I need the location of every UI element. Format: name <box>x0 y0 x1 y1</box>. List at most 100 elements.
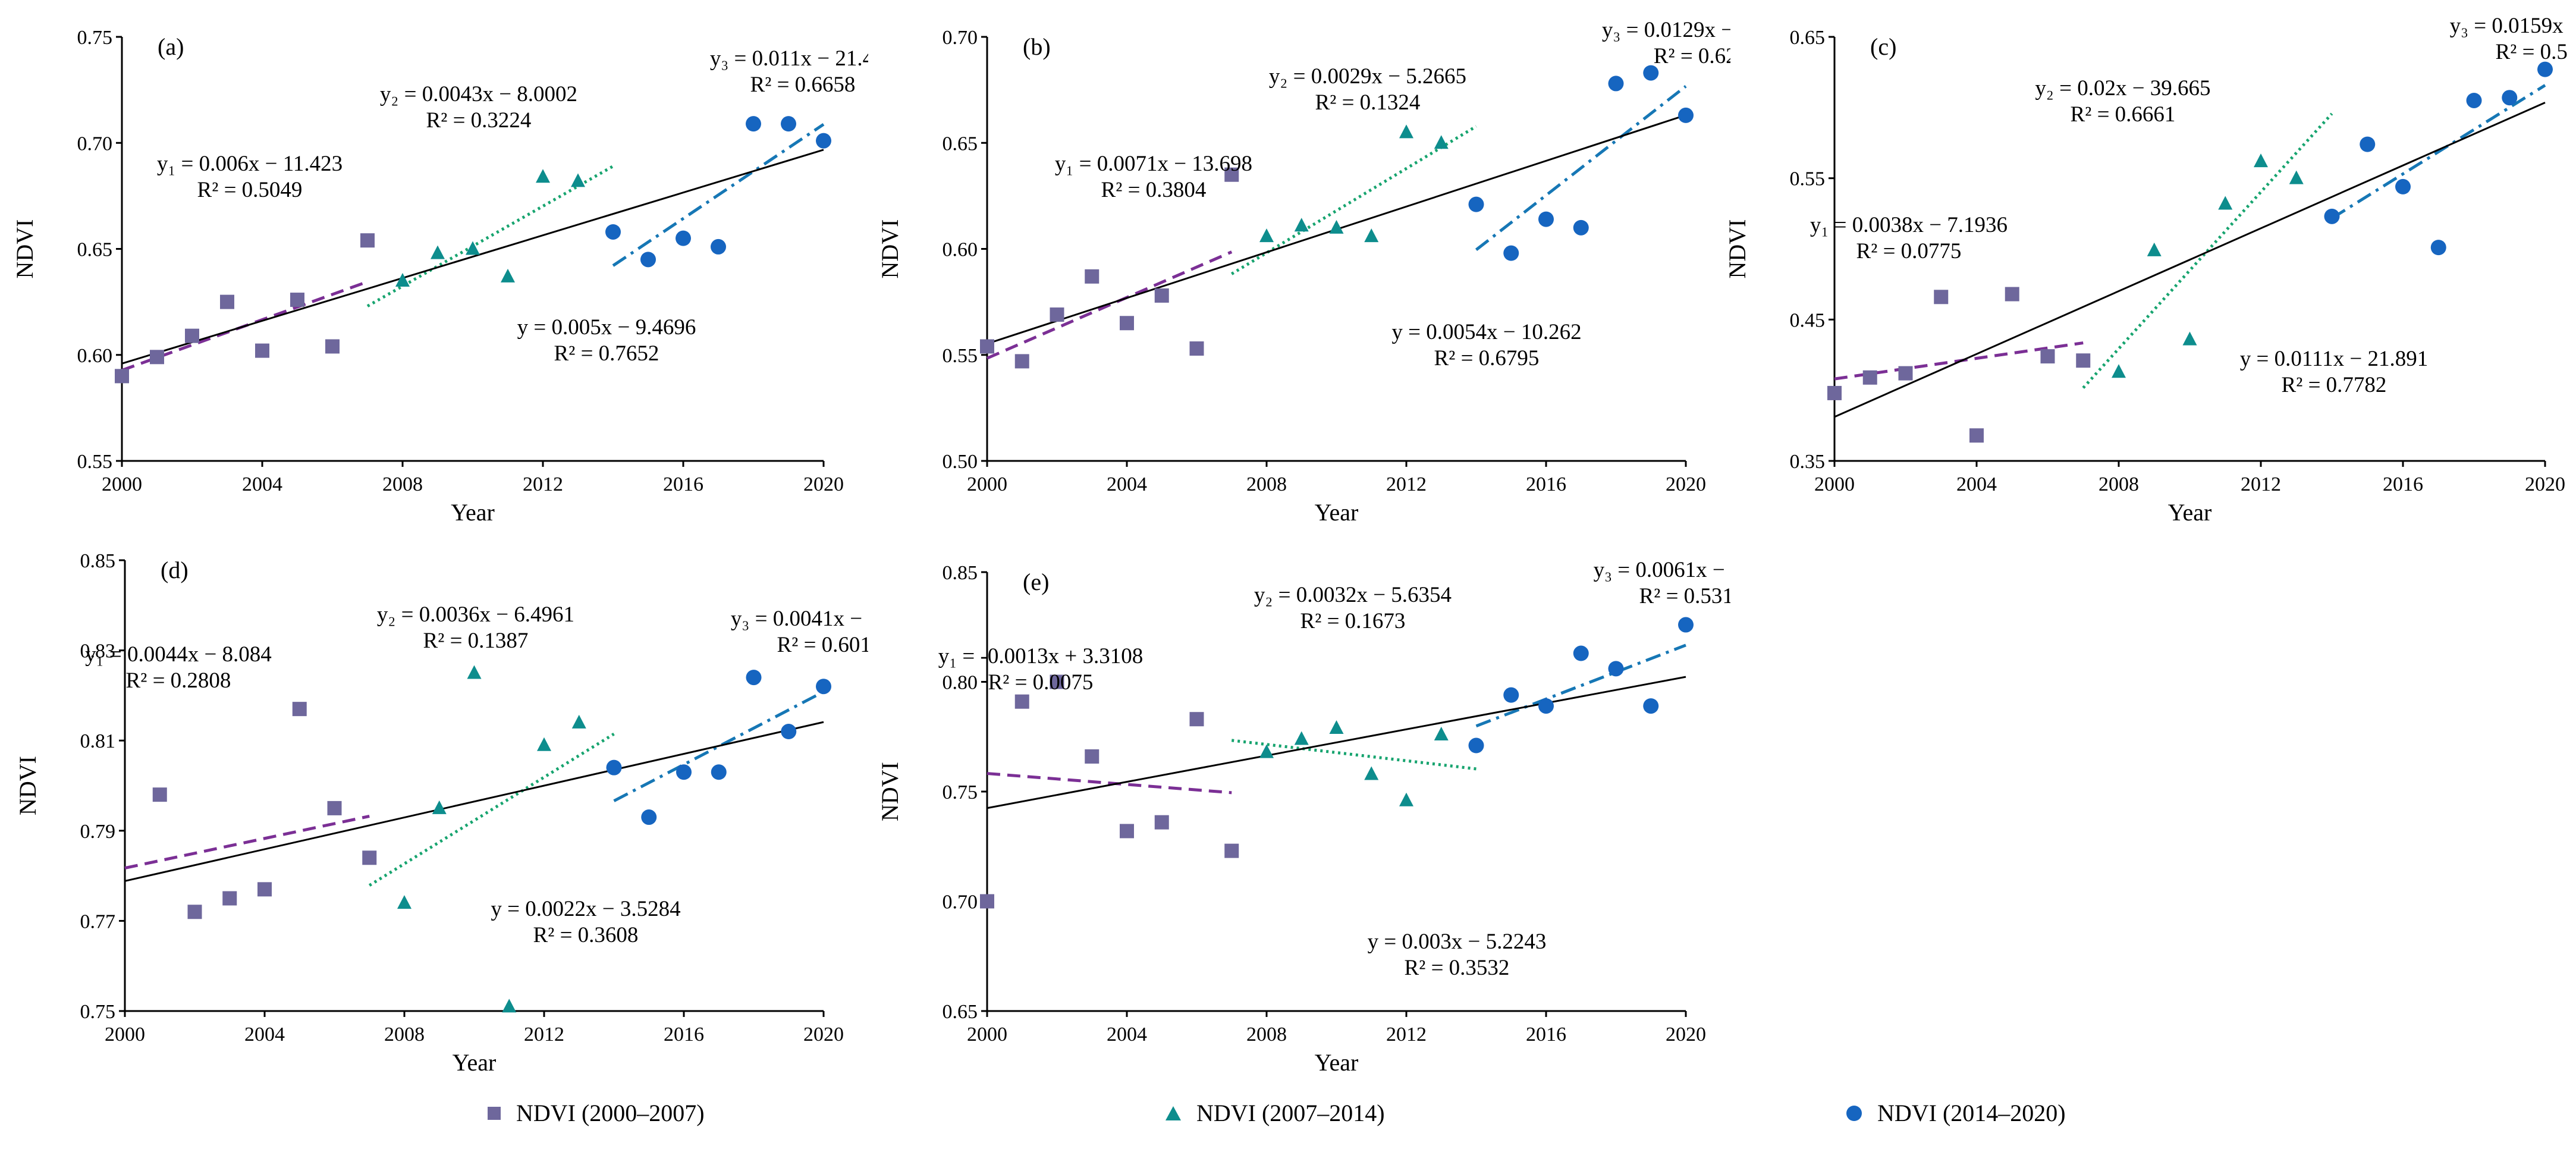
x-tick-label: 2000 <box>967 1024 1007 1046</box>
data-point-triangle <box>395 272 410 287</box>
y-tick-label: 0.75 <box>943 781 978 803</box>
fit-equation: y₃ = 0.0061x − 11.549 <box>1594 558 1730 582</box>
data-point-square <box>1934 290 1949 304</box>
x-axis-label: Year <box>451 499 495 526</box>
legend: NDVI (2000–2007) NDVI (2007–2014) NDVI (… <box>0 1099 2576 1141</box>
fit-r-squared: R² = 0.6795 <box>1434 346 1540 371</box>
data-point-square <box>1014 694 1029 709</box>
x-axis-label: Year <box>453 1049 497 1076</box>
y-tick-label: 0.70 <box>77 133 113 155</box>
data-point-triangle <box>431 245 445 259</box>
y-tick-label: 0.50 <box>943 451 978 473</box>
chart-panel-d: 0.75 0.77 0.79 0.81 0.83 0.85 2000 2004 2008 2012… <box>14 550 868 1076</box>
fit-r-squared: R² = 0.3224 <box>426 108 532 133</box>
data-point-square <box>1050 307 1064 322</box>
data-point-circle <box>640 252 656 268</box>
x-tick-label: 2020 <box>803 473 844 495</box>
y-tick-label: 0.65 <box>1790 27 1826 49</box>
data-point-square <box>1085 269 1099 284</box>
data-point-square <box>1827 385 1842 400</box>
data-point-circle <box>1608 76 1624 92</box>
fit-r-squared: R² = 0.2808 <box>126 668 231 693</box>
data-point-circle <box>1573 219 1589 236</box>
data-point-square <box>362 850 377 865</box>
data-point-square <box>360 233 375 248</box>
data-point-triangle <box>536 169 550 183</box>
data-point-triangle <box>571 714 586 729</box>
data-point-square <box>325 339 340 354</box>
fit-r-squared: R² = 0.622 <box>1654 44 1730 68</box>
x-axis-label: Year <box>2168 499 2212 526</box>
data-point-circle <box>676 764 692 780</box>
fit-r-squared: R² = 0.3532 <box>1405 956 1510 980</box>
fit-equation: y₁ = -0.0013x + 3.3108 <box>938 644 1143 668</box>
x-tick-label: 2004 <box>244 1024 285 1046</box>
data-point-circle <box>2324 208 2340 224</box>
y-tick-label: 0.55 <box>77 451 113 473</box>
data-point-square <box>1154 288 1169 303</box>
data-point-square <box>1189 341 1204 356</box>
data-point-square <box>115 369 129 384</box>
y-tick-label: 0.60 <box>943 239 978 261</box>
square-marker-icon <box>488 1106 501 1120</box>
fit-equation: y₁ = 0.0071x − 13.698 <box>1055 152 1252 176</box>
panel-label: (d) <box>161 557 189 583</box>
data-point-square <box>2005 287 2019 302</box>
fit-equation: y₁ = 0.0038x − 7.1936 <box>1810 213 2008 237</box>
fit-equation: y = 0.0054x − 10.262 <box>1391 320 1581 344</box>
data-point-triangle <box>1329 219 1344 234</box>
data-point-circle <box>746 116 761 132</box>
chart-panel-e: 0.65 0.70 0.75 0.80 0.85 2000 2004 2008 2012 2016… <box>877 558 1730 1076</box>
x-tick-label: 2008 <box>1246 1024 1287 1046</box>
data-point-triangle <box>1364 228 1379 243</box>
data-point-square <box>1120 316 1134 331</box>
fit-equation: y = 0.005x − 9.4696 <box>517 315 696 340</box>
fit-equation: y₃ = 0.0041x − 7.4237 <box>731 607 868 631</box>
y-tick-label: 0.60 <box>77 345 113 367</box>
data-point-circle <box>2430 240 2446 256</box>
fit-equation: y = 0.003x − 5.2243 <box>1368 930 1547 954</box>
x-tick-label: 2012 <box>523 473 563 495</box>
y-tick-label: 0.55 <box>943 345 978 367</box>
triangle-marker-icon <box>1166 1106 1181 1120</box>
data-point-square <box>1862 370 1877 385</box>
data-point-triangle <box>502 999 517 1013</box>
fit-r-squared: R² = 0.1673 <box>1300 609 1406 633</box>
data-point-circle <box>711 238 726 255</box>
data-point-triangle <box>1329 720 1344 734</box>
x-tick-label: 2008 <box>1246 473 1287 495</box>
x-tick-label: 2000 <box>1814 473 1855 495</box>
data-point-circle <box>2360 136 2376 152</box>
data-point-circle <box>2537 61 2553 77</box>
x-tick-label: 2012 <box>1386 1024 1427 1046</box>
y-tick-label: 0.75 <box>77 27 113 49</box>
x-tick-label: 2004 <box>1956 473 1997 495</box>
data-point-circle <box>606 759 622 776</box>
data-point-circle <box>1678 107 1694 123</box>
fit-r-squared: R² = 0.7782 <box>2282 373 2387 397</box>
data-point-square <box>2040 349 2055 364</box>
data-point-triangle <box>432 800 447 814</box>
data-point-circle <box>2395 178 2411 194</box>
legend-label: NDVI (2000–2007) <box>516 1100 705 1126</box>
data-point-circle <box>1503 245 1519 261</box>
legend-item-2014-2020: NDVI (2014–2020) <box>1846 1099 2066 1127</box>
data-point-circle <box>641 809 657 825</box>
fit-equation: y₂ = 0.0032x − 5.6354 <box>1254 583 1452 607</box>
data-point-square <box>980 339 994 354</box>
fit-equation: y₂ = 0.0043x − 8.0002 <box>380 82 577 106</box>
data-point-square <box>152 787 167 802</box>
legend-item-2000-2007: NDVI (2000–2007) <box>488 1099 705 1127</box>
data-point-circle <box>1468 737 1484 754</box>
x-tick-label: 2004 <box>242 473 282 495</box>
segment-trend-line-2 <box>1230 125 1477 275</box>
data-point-triangle <box>1364 766 1379 780</box>
data-point-triangle <box>501 268 515 282</box>
x-tick-label: 2008 <box>384 1024 425 1046</box>
data-point-square <box>1120 824 1134 839</box>
data-point-square <box>187 905 202 919</box>
data-point-circle <box>1573 645 1589 661</box>
y-tick-label: 0.81 <box>80 730 116 752</box>
y-tick-label: 0.70 <box>943 891 978 913</box>
data-point-square <box>980 894 994 909</box>
